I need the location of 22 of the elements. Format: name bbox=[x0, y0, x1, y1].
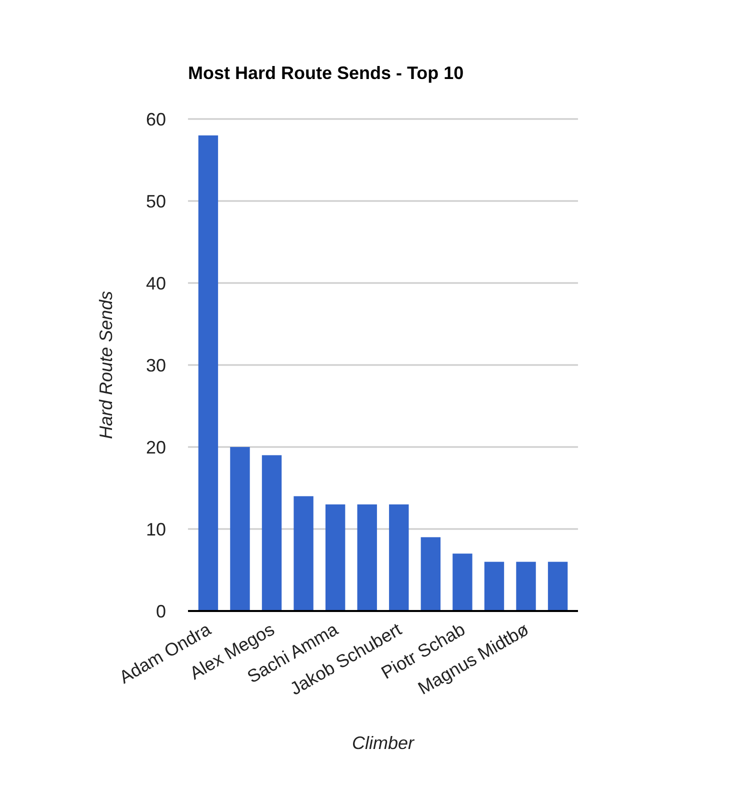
chart-title: Most Hard Route Sends - Top 10 bbox=[188, 63, 464, 83]
bar bbox=[294, 496, 314, 611]
bar bbox=[198, 135, 218, 611]
bar bbox=[516, 562, 536, 611]
y-tick-label: 0 bbox=[156, 601, 166, 622]
bar bbox=[325, 504, 346, 611]
bar bbox=[262, 455, 282, 611]
y-tick-label: 60 bbox=[146, 109, 166, 130]
bar bbox=[420, 537, 441, 611]
bar bbox=[484, 562, 504, 611]
x-axis-title: Climber bbox=[352, 733, 416, 753]
y-tick-label: 50 bbox=[146, 191, 166, 212]
y-tick-label: 20 bbox=[146, 437, 166, 458]
y-tick-label: 40 bbox=[146, 273, 166, 294]
bar bbox=[452, 554, 472, 611]
y-tick-label: 30 bbox=[146, 355, 166, 376]
y-axis-title: Hard Route Sends bbox=[96, 290, 116, 440]
y-tick-label: 10 bbox=[146, 519, 166, 540]
bar bbox=[389, 504, 409, 611]
bar bbox=[357, 504, 377, 611]
bar bbox=[230, 447, 250, 611]
bar bbox=[548, 562, 568, 611]
